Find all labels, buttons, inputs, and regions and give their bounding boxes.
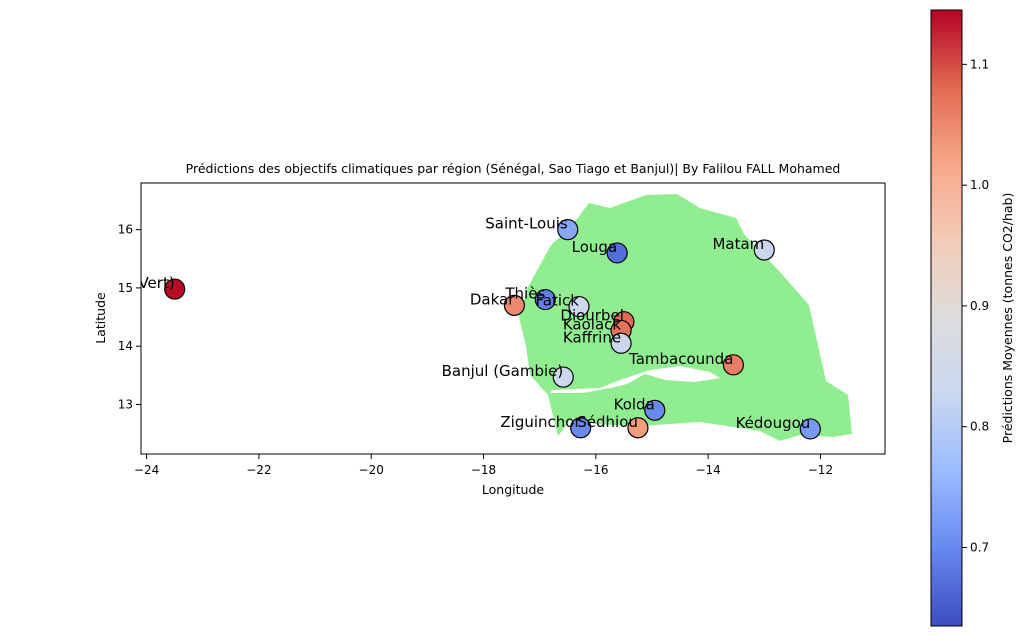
- plot-frame: [140, 182, 886, 455]
- point-label: Fatick: [536, 292, 580, 310]
- x-axis-label: Longitude: [482, 482, 544, 497]
- senegal-shape: [519, 194, 852, 441]
- x-tick-label: −20: [359, 463, 384, 477]
- scatter-point: [644, 399, 666, 421]
- point-label: Thiès: [504, 285, 545, 303]
- colorbar-tick-label: 1.0: [970, 178, 989, 192]
- x-tick-label: −22: [246, 463, 271, 477]
- x-tick-label: −24: [134, 463, 159, 477]
- y-tick-label: 15: [118, 281, 133, 295]
- colorbar-tick-label: 0.7: [970, 540, 989, 554]
- point-label: Louga: [572, 238, 618, 256]
- point-label: Kaolack: [563, 315, 622, 333]
- y-tick-label: 14: [118, 339, 133, 353]
- chart-title: Prédictions des objectifs climatiques pa…: [186, 161, 841, 176]
- x-axis: −24 −22 −20 −18 −16 −14 −12: [134, 454, 833, 477]
- scatter-point: [503, 294, 526, 316]
- scatter-point: [627, 417, 649, 439]
- x-tick-label: −12: [808, 463, 833, 477]
- point-label: São Tiago(Cap-Vert): [25, 274, 174, 292]
- point-label: Tambacounda: [628, 350, 733, 368]
- y-tick-label: 16: [118, 223, 133, 237]
- scatter-point: [570, 417, 592, 439]
- point-label: Dakar: [470, 290, 515, 308]
- colorbar-gradient: [931, 10, 962, 626]
- point-label: Saint-Louis: [485, 215, 568, 233]
- point-label: Kolda: [614, 395, 655, 413]
- y-tick-label: 13: [118, 397, 133, 411]
- y-axis-label: Latitude: [93, 292, 108, 344]
- gambia-notch: [550, 366, 720, 393]
- y-axis: 13 14 15 16: [118, 223, 141, 411]
- point-label: Matam: [712, 235, 764, 253]
- scatter-point: [610, 332, 632, 354]
- x-tick-label: −18: [471, 463, 496, 477]
- point-label: Diourbel: [560, 307, 624, 325]
- scatter-point: [552, 366, 574, 388]
- scatter-point: [568, 295, 590, 318]
- x-tick-label: −16: [583, 463, 608, 477]
- colorbar-ticks: 0.7 0.8 0.9 1.0 1.1: [962, 57, 989, 554]
- colorbar-tick-label: 0.8: [970, 420, 989, 434]
- scatter-point: [753, 239, 775, 261]
- colorbar-frame: [930, 9, 963, 627]
- point-label: Ziguinchor: [500, 413, 581, 431]
- points-layer: [164, 219, 821, 440]
- point-label: Sédhiou: [577, 413, 638, 431]
- x-tick-label: −14: [695, 463, 720, 477]
- colorbar-tick-label: 1.1: [970, 57, 989, 71]
- scatter-point: [164, 278, 186, 300]
- scatter-point: [606, 242, 628, 264]
- point-label: Kédougou: [736, 414, 811, 432]
- scatter-point: [557, 219, 579, 241]
- scatter-point: [722, 354, 744, 376]
- point-label: Kaffrine: [563, 328, 621, 346]
- scatter-point: [799, 418, 821, 440]
- colorbar-tick-label: 0.9: [970, 299, 989, 313]
- colorbar: 0.7 0.8 0.9 1.0 1.1 Prédictions Moyennes (to…: [930, 9, 1015, 627]
- point-label: Banjul (Gambie): [442, 362, 564, 380]
- colorbar-label: Prédictions Moyennes (tonnes CO2/hab): [1000, 193, 1015, 444]
- scatter-point: [534, 288, 556, 311]
